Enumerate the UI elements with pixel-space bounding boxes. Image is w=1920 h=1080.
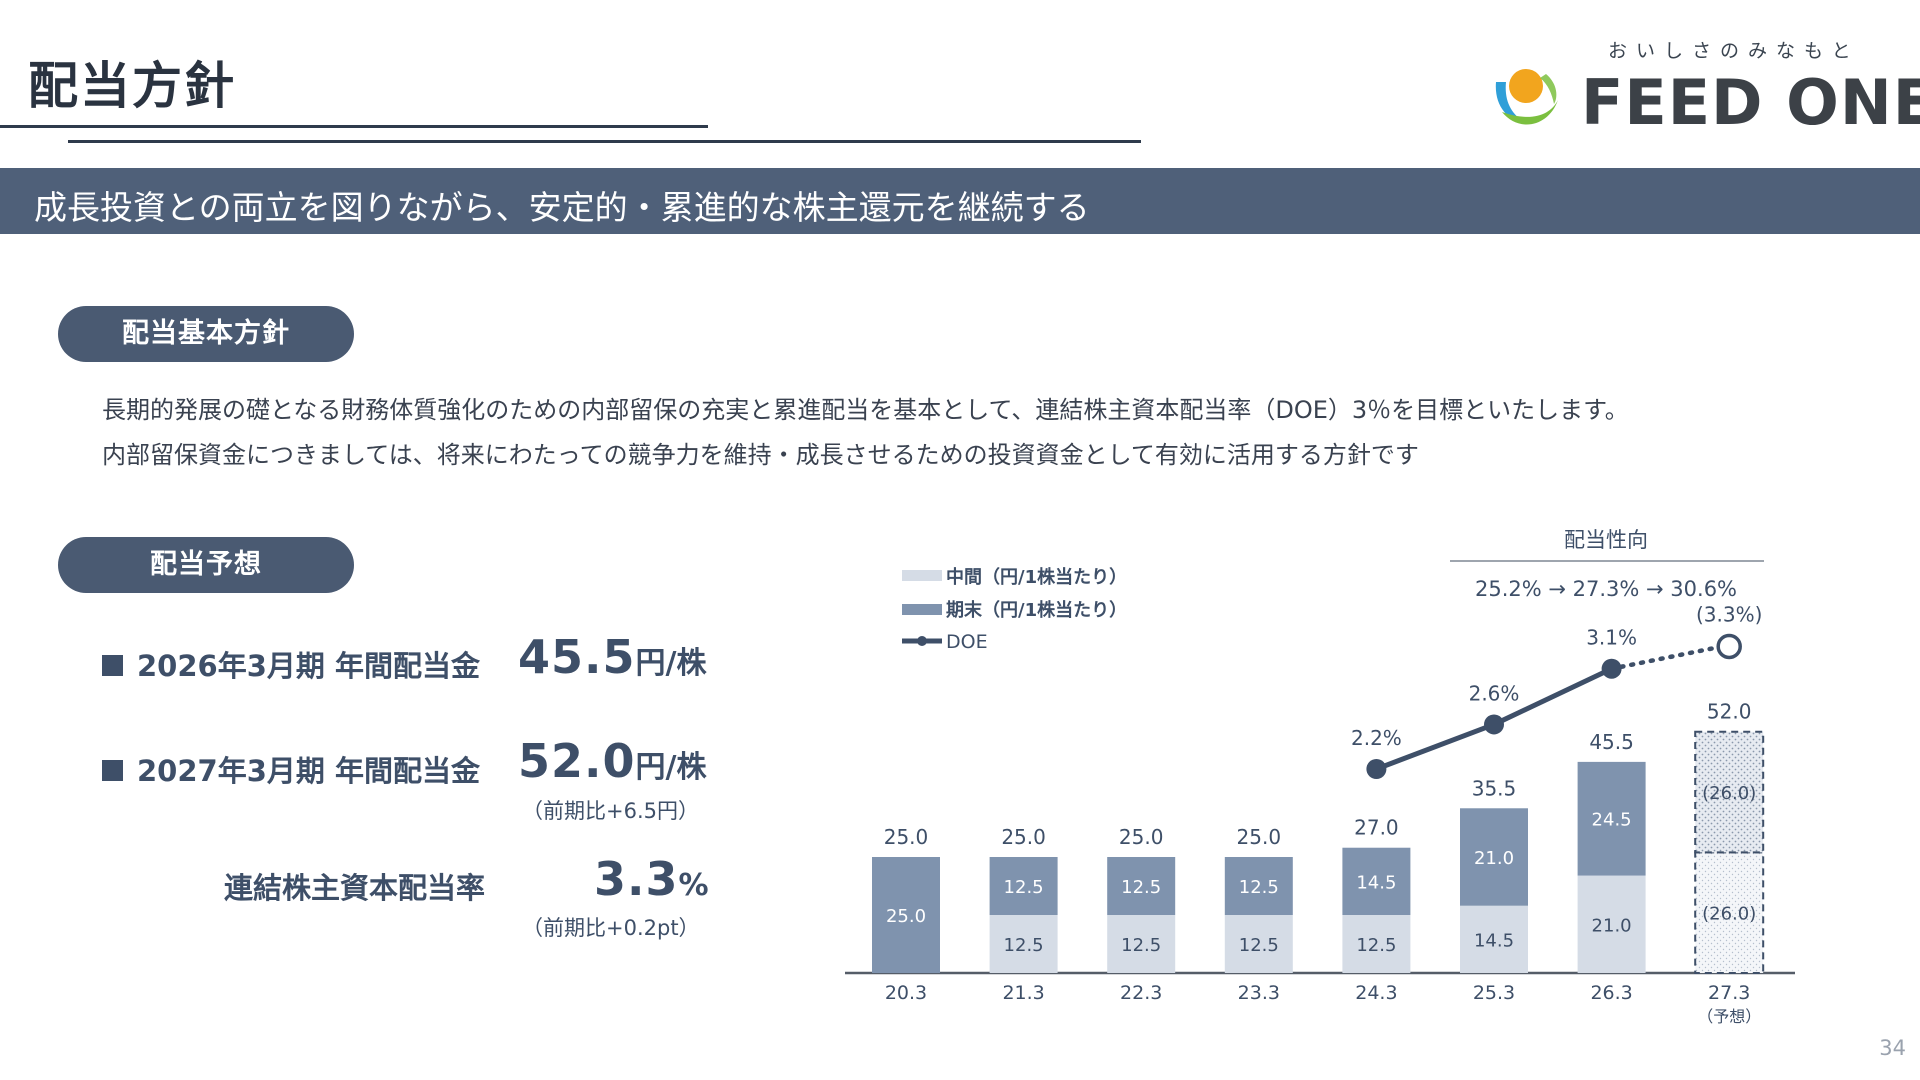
segment-label-year-end: 21.0	[1474, 848, 1514, 869]
doe-line-segment	[1375, 722, 1495, 772]
forecast-value-fy2027: 52.0円/株	[518, 734, 707, 788]
bar-interim	[1577, 875, 1646, 973]
legend-label-interim: 中間（円/1株当たり）	[946, 566, 1127, 588]
x-tick-label: 25.3	[1473, 982, 1515, 1004]
doe-point	[1484, 714, 1504, 735]
doe-line-segment	[1492, 666, 1613, 727]
bar-total-label: 45.5	[1589, 730, 1634, 754]
logo-mark-icon	[1495, 69, 1558, 125]
bar-year-end	[1577, 761, 1646, 876]
forecast-label-fy2026: 2026年3月期 年間配当金	[102, 643, 480, 685]
forecast-note-fy2027: （前期比+6.5円）	[522, 799, 699, 823]
bar-total-label: 25.0	[1001, 825, 1046, 849]
segment-label-year-end: 12.5	[1239, 877, 1279, 898]
bar-year-end	[1342, 847, 1411, 915]
x-tick-label: 23.3	[1238, 982, 1280, 1004]
x-tick-label: 20.3	[885, 982, 927, 1004]
headline-banner: 成長投資との両立を図りながら、安定的・累進的な株主還元を継続する	[0, 168, 1920, 234]
doe-line-forecast	[1609, 645, 1720, 671]
segment-label-year-end: 24.5	[1592, 810, 1632, 831]
segment-label-interim: 12.5	[1356, 935, 1396, 956]
square-bullet-icon	[102, 655, 123, 676]
legend-label-doe: DOE	[946, 631, 988, 653]
forecast-label-doe: 連結株主資本配当率	[224, 871, 486, 905]
bar-interim	[1224, 915, 1293, 973]
forecast-value-fy2026: 45.5円/株	[518, 630, 707, 684]
payout-title: 配当性向	[1564, 528, 1648, 552]
bar-year-end	[1224, 857, 1293, 915]
segment-label-interim: 21.0	[1592, 915, 1632, 936]
segment-label-year-end: 14.5	[1356, 872, 1396, 893]
square-bullet-icon	[102, 760, 123, 781]
x-tick-note: （予想）	[1697, 1007, 1761, 1026]
forecast-value-doe: 3.3%	[594, 852, 709, 906]
bar-total-label: 25.0	[1237, 825, 1282, 849]
policy-text-line-2: 内部留保資金につきましては、将来にわたっての競争力を維持・成長させるための投資資…	[102, 441, 1419, 469]
bar-year-end	[1107, 857, 1176, 915]
doe-point	[1601, 658, 1622, 679]
doe-label: 3.1%	[1586, 626, 1637, 650]
bar-total-label: 25.0	[884, 825, 929, 849]
legend-swatch-interim	[902, 570, 942, 581]
legend-marker-doe	[917, 636, 927, 646]
bar-total-label: 27.0	[1354, 816, 1399, 840]
feed-one-logo: おいしさのみなもと FEED ONE	[1488, 36, 1920, 139]
logo-name: FEED ONE	[1581, 66, 1920, 139]
section-heading-basic-policy: 配当基本方針	[58, 306, 354, 362]
bar-interim	[989, 915, 1058, 973]
payout-values: 25.2% → 27.3% → 30.6%	[1475, 577, 1737, 601]
segment-label-year-end: 12.5	[1121, 877, 1161, 898]
doe-point-forecast	[1716, 633, 1742, 660]
doe-label: (3.3%)	[1696, 602, 1762, 626]
segment-label-year-end: 12.5	[1004, 877, 1044, 898]
segment-label-interim: 12.5	[1004, 935, 1044, 956]
bar-interim	[1107, 915, 1176, 973]
x-tick-label: 21.3	[1002, 982, 1044, 1004]
segment-label-interim: (26.0)	[1702, 904, 1756, 925]
doe-point	[1366, 759, 1387, 779]
page-number: 34	[1879, 1036, 1906, 1060]
segment-label-interim: 14.5	[1474, 930, 1514, 951]
policy-text-line-1: 長期的発展の礎となる財務体質強化のための内部留保の充実と累進配当を基本として、連…	[102, 396, 1629, 424]
headline-text: 成長投資との両立を図りながら、安定的・累進的な株主還元を継続する	[34, 188, 1090, 227]
segment-label-interim: 12.5	[1121, 935, 1161, 956]
forecast-label-fy2027: 2027年3月期 年間配当金	[102, 748, 480, 790]
bar-interim	[1460, 905, 1528, 973]
x-tick-label: 27.3	[1708, 982, 1750, 1004]
x-tick-label: 26.3	[1590, 982, 1632, 1004]
bar-interim	[1342, 915, 1411, 973]
title-underline-secondary	[68, 140, 1141, 143]
bar-year-end-forecast	[1694, 730, 1765, 854]
bar-total-label: 35.5	[1472, 776, 1517, 800]
forecast-note-doe: （前期比+0.2pt）	[522, 916, 700, 940]
logo-tagline: おいしさのみなもと	[1608, 40, 1860, 62]
x-tick-label: 24.3	[1355, 982, 1397, 1004]
bar-year-end	[872, 857, 940, 973]
doe-label: 2.2%	[1351, 726, 1402, 750]
page-title: 配当方針	[28, 57, 236, 115]
bar-total-label: 25.0	[1119, 825, 1164, 849]
title-underline	[0, 125, 708, 128]
segment-label-year-end: (26.0)	[1702, 783, 1756, 804]
segment-label-year-end: 25.0	[886, 906, 926, 927]
x-tick-label: 22.3	[1120, 982, 1162, 1004]
legend-label-year-end: 期末（円/1株当たり）	[946, 599, 1127, 621]
segment-label-interim: 12.5	[1239, 935, 1279, 956]
section-heading-forecast: 配当予想	[58, 537, 354, 593]
bar-year-end	[989, 857, 1058, 915]
bar-total-label: 52.0	[1707, 700, 1752, 724]
bar-interim-forecast	[1694, 851, 1765, 974]
legend-swatch-year-end	[902, 604, 942, 615]
doe-label: 2.6%	[1469, 681, 1520, 705]
bar-year-end	[1460, 808, 1528, 906]
